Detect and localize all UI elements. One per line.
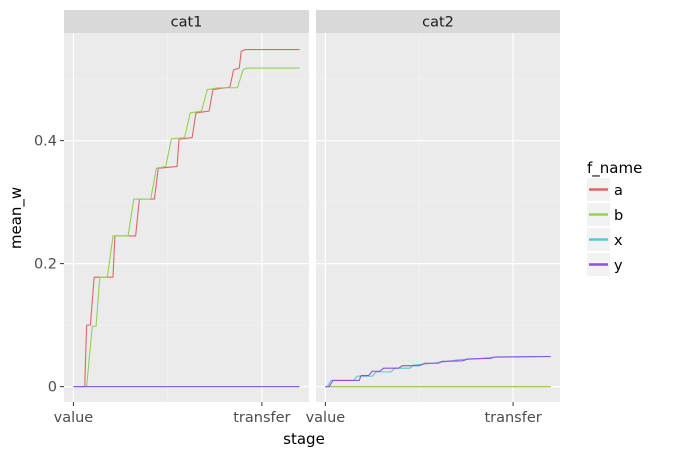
series-line-a bbox=[73, 49, 300, 388]
x-axis-title: stage bbox=[283, 430, 325, 448]
x-tick-label: transfer bbox=[233, 410, 290, 426]
strip-cat1 bbox=[64, 10, 309, 33]
x-tick-label: transfer bbox=[484, 410, 541, 426]
y-tick-label: 0 bbox=[48, 380, 57, 396]
y-axis-title: mean_w bbox=[7, 187, 26, 249]
series-line-b bbox=[80, 67, 300, 388]
panel-cat1: cat1 value transfer bbox=[54, 10, 309, 426]
y-axis: 0 0.2 0.4 bbox=[34, 134, 64, 396]
panel-background bbox=[316, 33, 560, 402]
legend-label-b: b bbox=[614, 208, 623, 224]
x-tick-label: value bbox=[54, 410, 94, 426]
series-line-y bbox=[325, 355, 551, 388]
strip-label-cat1: cat1 bbox=[171, 15, 203, 31]
legend-title: f_name bbox=[587, 159, 642, 178]
panels: cat1 value transfer cat2 value transfer bbox=[54, 10, 560, 426]
legend-label-y: y bbox=[614, 258, 623, 274]
strip-cat2 bbox=[316, 10, 560, 33]
legend-label-a: a bbox=[614, 183, 623, 199]
x-tick-label: value bbox=[306, 410, 346, 426]
legend-label-x: x bbox=[614, 233, 623, 249]
panel-cat2: cat2 value transfer bbox=[306, 10, 560, 426]
panel-background bbox=[64, 33, 309, 402]
y-tick-label: 0.4 bbox=[34, 134, 57, 150]
y-tick-label: 0.2 bbox=[34, 257, 57, 273]
strip-label-cat2: cat2 bbox=[422, 15, 454, 31]
